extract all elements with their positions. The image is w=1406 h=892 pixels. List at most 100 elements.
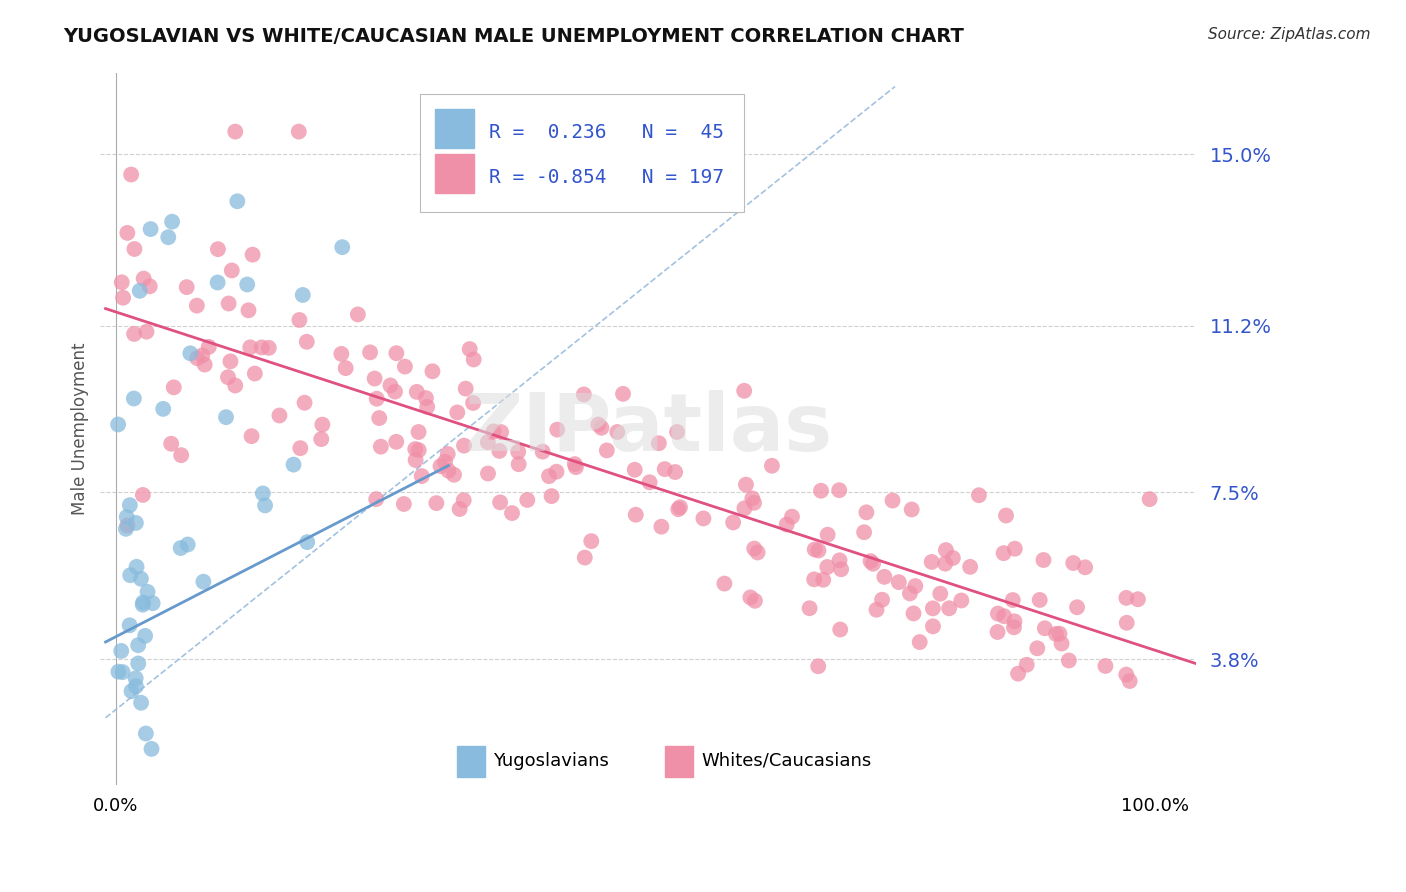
Point bbox=[443, 467, 465, 482]
Point bbox=[900, 502, 922, 516]
Point bbox=[111, 665, 134, 679]
Text: ZIPatlas: ZIPatlas bbox=[464, 390, 832, 468]
Point bbox=[813, 573, 835, 587]
Bar bbox=[457, 746, 485, 777]
Point bbox=[713, 576, 735, 591]
Point bbox=[735, 477, 758, 491]
Point bbox=[127, 638, 149, 652]
Point bbox=[803, 542, 825, 557]
Point bbox=[817, 527, 839, 541]
Point bbox=[411, 469, 433, 483]
Point bbox=[217, 370, 239, 384]
Point bbox=[207, 242, 229, 256]
Point bbox=[118, 498, 141, 512]
Point bbox=[830, 623, 852, 637]
Point bbox=[436, 447, 458, 461]
Point bbox=[283, 458, 305, 472]
Point bbox=[859, 554, 882, 568]
Point bbox=[1115, 667, 1137, 681]
Point bbox=[115, 522, 138, 536]
Point bbox=[1045, 627, 1067, 641]
Point bbox=[110, 644, 132, 658]
Point bbox=[139, 222, 162, 236]
Point bbox=[218, 296, 240, 310]
Point bbox=[501, 506, 523, 520]
Point bbox=[132, 595, 155, 609]
Point bbox=[129, 572, 152, 586]
Point bbox=[405, 453, 427, 467]
Point bbox=[828, 483, 851, 498]
Point bbox=[803, 573, 825, 587]
Point bbox=[368, 411, 391, 425]
Point bbox=[385, 434, 408, 449]
Point bbox=[449, 502, 471, 516]
Point bbox=[898, 586, 921, 600]
Point bbox=[477, 467, 499, 481]
Point bbox=[508, 444, 530, 458]
Point bbox=[606, 425, 628, 439]
Point bbox=[366, 392, 388, 406]
Point bbox=[193, 574, 215, 589]
Point bbox=[508, 457, 530, 471]
Point bbox=[385, 346, 408, 360]
Point bbox=[747, 545, 769, 559]
Point bbox=[1001, 593, 1024, 607]
Point bbox=[1126, 592, 1149, 607]
Point bbox=[1028, 593, 1050, 607]
Point bbox=[453, 439, 475, 453]
Point bbox=[453, 493, 475, 508]
Point bbox=[761, 458, 783, 473]
Point bbox=[666, 425, 689, 439]
Point bbox=[330, 240, 353, 254]
Point bbox=[170, 448, 193, 462]
Point bbox=[425, 496, 447, 510]
Point bbox=[294, 396, 316, 410]
Point bbox=[415, 391, 437, 405]
Point bbox=[1026, 641, 1049, 656]
Point bbox=[959, 560, 981, 574]
Point bbox=[118, 618, 141, 632]
Point bbox=[239, 340, 262, 354]
Point bbox=[197, 340, 219, 354]
Point bbox=[721, 516, 744, 530]
Point bbox=[740, 591, 762, 605]
Text: YUGOSLAVIAN VS WHITE/CAUCASIAN MALE UNEMPLOYMENT CORRELATION CHART: YUGOSLAVIAN VS WHITE/CAUCASIAN MALE UNEM… bbox=[63, 27, 965, 45]
Point bbox=[993, 546, 1015, 560]
Point bbox=[623, 463, 645, 477]
Bar bbox=[434, 154, 474, 194]
Point bbox=[254, 499, 277, 513]
Point bbox=[654, 462, 676, 476]
Point bbox=[454, 382, 477, 396]
Point bbox=[882, 493, 904, 508]
Point bbox=[186, 351, 208, 366]
Point bbox=[967, 488, 990, 502]
Point bbox=[929, 587, 952, 601]
Y-axis label: Male Unemployment: Male Unemployment bbox=[72, 343, 89, 516]
Point bbox=[934, 557, 956, 571]
Point bbox=[537, 469, 560, 483]
Point bbox=[238, 303, 260, 318]
Point bbox=[612, 387, 634, 401]
Point bbox=[742, 496, 765, 510]
Point bbox=[1004, 541, 1026, 556]
Point bbox=[132, 271, 155, 285]
Point bbox=[226, 194, 249, 209]
Point bbox=[125, 679, 148, 693]
Text: R =  0.236   N =  45: R = 0.236 N = 45 bbox=[489, 122, 724, 142]
Point bbox=[853, 525, 876, 540]
Text: Yugoslavians: Yugoslavians bbox=[492, 752, 609, 770]
Point bbox=[461, 396, 484, 410]
Point bbox=[160, 436, 183, 450]
Point bbox=[733, 384, 755, 398]
Point bbox=[335, 361, 357, 376]
Point bbox=[650, 519, 672, 533]
Point bbox=[141, 742, 163, 756]
Point bbox=[120, 168, 142, 182]
Point bbox=[437, 464, 460, 478]
Point bbox=[132, 488, 155, 502]
Point bbox=[887, 575, 910, 590]
Point bbox=[692, 511, 714, 525]
Point bbox=[250, 340, 273, 354]
Point bbox=[131, 598, 153, 612]
Point bbox=[122, 392, 145, 406]
